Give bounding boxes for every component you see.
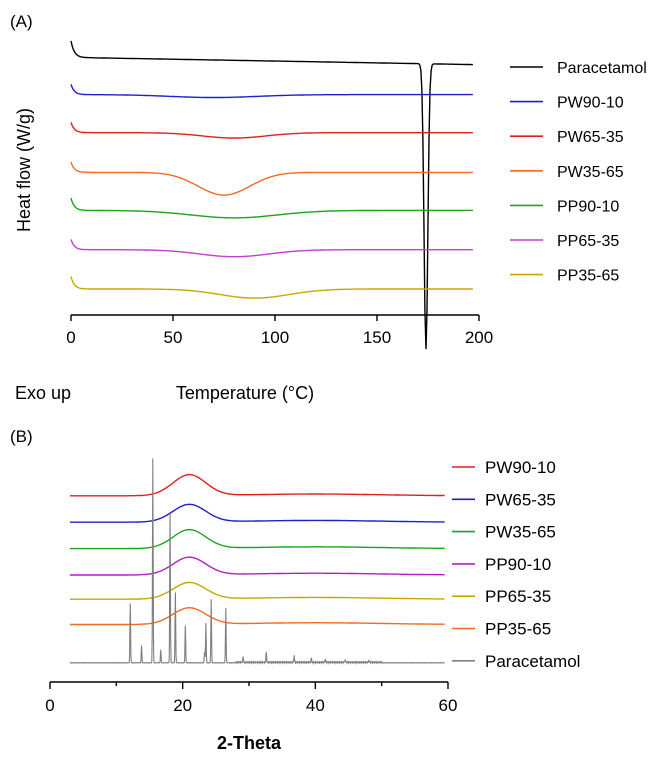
series-line-pp65-35 [69, 581, 445, 600]
panel-a-legend: Paracetamol PW90-10 PW65-35 PW35-65 PP90-10 P… [510, 60, 647, 285]
legend-label-pw35-65: PW35-65 [557, 164, 624, 181]
legend-label-pp90-10: PP90-10 [557, 198, 619, 215]
series-line-pp65-35 [70, 239, 473, 258]
x-tick-label: 60 [439, 696, 458, 715]
series-line-paracetamol [70, 40, 473, 350]
legend-label-pw65-35: PW65-35 [557, 129, 624, 146]
panel-a-note: Exo up [15, 383, 71, 403]
panel-b-legend: PW90-10 PW65-35 PW35-65 PP90-10 PP65-35 PP35-… [452, 458, 580, 671]
x-tick-label: 200 [465, 328, 493, 347]
series-line-pw35-65 [69, 528, 445, 550]
panel-a-x-label: Temperature (°C) [176, 383, 314, 403]
series-line-pp35-65 [69, 606, 445, 626]
panel-a-plot [70, 40, 473, 350]
series-line-paracetamol [69, 458, 446, 666]
x-tick-label: 20 [173, 696, 192, 715]
x-tick-label: 150 [363, 328, 391, 347]
legend-label-pw90-10: PW90-10 [557, 95, 624, 112]
x-tick-label: 40 [306, 696, 325, 715]
panel-b-x-ticks: 0 20 40 60 [45, 682, 457, 715]
legend-label-pw90-10: PW90-10 [485, 458, 556, 477]
legend-label-paracetamol: Paracetamol [485, 652, 580, 671]
x-tick-label: 100 [261, 328, 289, 347]
series-line-pp35-65 [70, 276, 473, 299]
series-line-pp90-10 [70, 197, 473, 219]
x-tick-label: 0 [66, 328, 75, 347]
series-line-pw65-35 [70, 122, 473, 139]
x-tick-label: 0 [45, 696, 54, 715]
series-line-pw35-65 [70, 161, 473, 196]
legend-label-pp65-35: PP65-35 [485, 587, 551, 606]
panel-a-label: (A) [10, 12, 33, 31]
legend-label-pw65-35: PW65-35 [485, 490, 556, 509]
legend-label-paracetamol: Paracetamol [557, 60, 647, 77]
x-tick-label: 50 [164, 328, 183, 347]
legend-label-pp90-10: PP90-10 [485, 555, 551, 574]
panel-b-label: (B) [10, 427, 33, 446]
legend-label-pp35-65: PP35-65 [485, 620, 551, 639]
panel-b-x-label: 2-Theta [217, 733, 282, 753]
panel-a-x-ticks: 0 50 100 150 200 [66, 315, 493, 347]
legend-label-pp65-35: PP65-35 [557, 233, 619, 250]
panel-a-y-label: Heat flow (W/g) [14, 108, 34, 232]
legend-label-pp35-65: PP35-65 [557, 268, 619, 285]
series-line-pw90-10 [69, 473, 445, 497]
panel-b-plot [69, 458, 446, 666]
series-line-pw65-35 [69, 503, 445, 523]
legend-label-pw35-65: PW35-65 [485, 523, 556, 542]
series-line-pp90-10 [69, 556, 445, 576]
series-line-pw90-10 [70, 84, 473, 99]
